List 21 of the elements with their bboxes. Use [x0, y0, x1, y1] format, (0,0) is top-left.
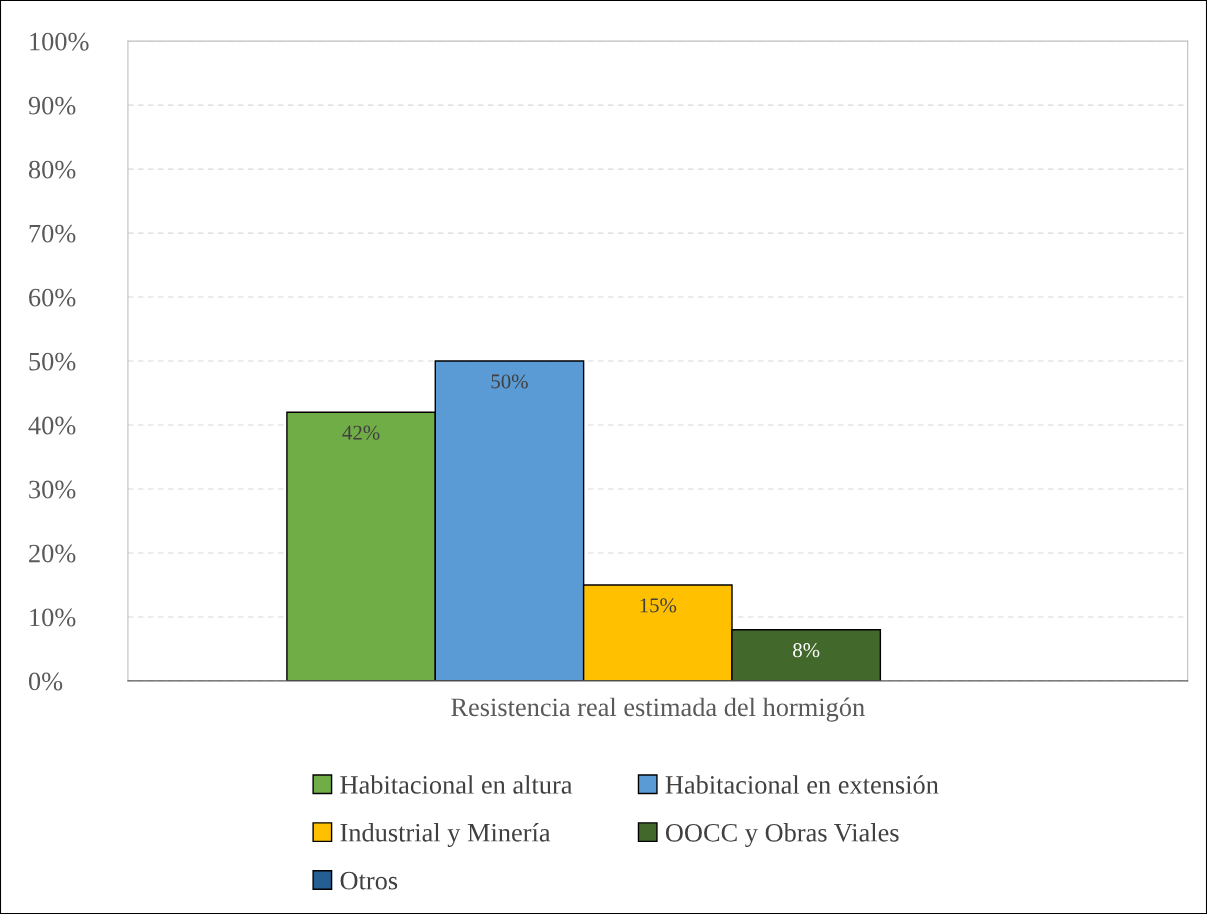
y-tick-label: 40% [28, 416, 76, 435]
y-tick-label: 50% [29, 352, 76, 371]
data-label: 50% [491, 374, 528, 389]
legend-label: Habitacional en extensión [665, 775, 939, 794]
y-tick-label: 10% [30, 608, 76, 627]
legend-label: Otros [340, 871, 398, 890]
legend-label: Industrial y Minería [340, 823, 551, 848]
data-label: 15% [640, 598, 677, 613]
y-tick-label: 60% [29, 288, 76, 307]
y-tick-label: 0% [28, 672, 63, 691]
data-label: 42% [342, 425, 380, 440]
y-tick-label: 30% [29, 480, 76, 499]
y-tick-label: 100% [30, 32, 89, 51]
legend-label: OOCC y Obras Viales [665, 823, 899, 848]
legend-label: Habitacional en altura [340, 775, 573, 794]
y-tick-label: 20% [29, 544, 76, 563]
x-tick-label: Resistencia real estimada del hormigón [451, 697, 865, 722]
y-tick-label: 90% [28, 96, 76, 115]
y-tick-label: 80% [28, 160, 76, 179]
data-label: 8% [793, 643, 820, 658]
y-tick-label: 70% [29, 224, 76, 243]
